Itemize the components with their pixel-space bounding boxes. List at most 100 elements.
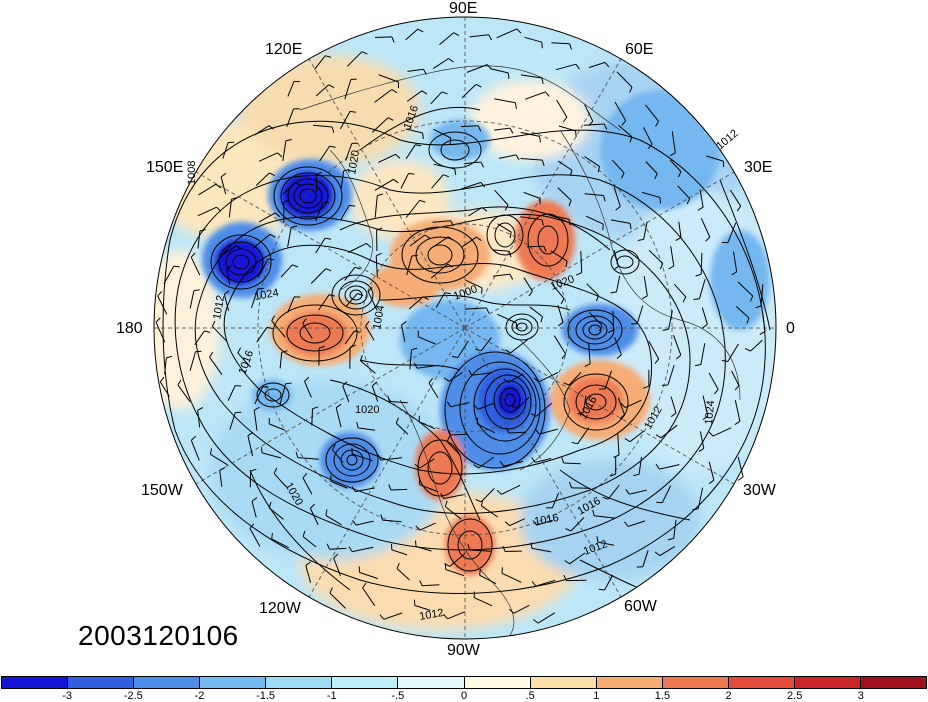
wind-barb	[582, 395, 587, 413]
wind-barb	[177, 384, 191, 403]
wind-barb-flag	[577, 412, 584, 415]
wind-barb-flag	[173, 265, 180, 268]
map-border	[153, 16, 777, 640]
wind-barb-flag	[575, 130, 577, 137]
wind-barb	[315, 174, 318, 193]
wind-barb-flag	[443, 614, 448, 620]
wind-barb-flag	[480, 182, 486, 188]
wind-barb	[737, 456, 744, 478]
wind-barb	[222, 142, 229, 159]
wind-barb	[253, 410, 258, 431]
date-stamp: 2003120106	[78, 620, 239, 651]
wind-barb	[642, 550, 649, 567]
wind-barb-flag	[302, 472, 308, 479]
wind-barb	[597, 541, 614, 546]
wind-barb-flag	[304, 376, 310, 382]
wind-barb-flag	[569, 482, 573, 489]
wind-barb	[550, 250, 568, 262]
wind-barb	[536, 519, 553, 526]
wind-barb	[489, 68, 509, 74]
wind-barb	[510, 339, 528, 354]
wind-barb	[478, 456, 494, 469]
wind-barb-flag	[193, 289, 200, 292]
wind-barb-flag	[545, 91, 550, 97]
colorbar-segment	[398, 677, 465, 688]
wind-barb-flag	[190, 252, 196, 258]
wind-barb-flag	[421, 90, 428, 95]
contour-label: 1024	[703, 400, 717, 425]
wind-barb	[734, 399, 741, 422]
wind-barb	[476, 423, 495, 434]
wind-barb-flag	[220, 172, 227, 178]
wind-barb-flag	[575, 64, 580, 70]
contour-label: 1012	[714, 127, 740, 152]
wind-barb-flag	[697, 206, 704, 211]
wind-barb-flag	[698, 447, 705, 453]
wind-barb	[643, 221, 648, 240]
wind-barb-flag	[643, 385, 649, 389]
wind-barb-flag	[454, 168, 457, 175]
wind-barb	[477, 402, 494, 410]
wind-barb-flag	[570, 169, 573, 176]
wind-barb	[523, 191, 541, 199]
wind-barb-flag	[319, 345, 325, 349]
wind-barb	[382, 519, 402, 523]
lon-label-120e: 120E	[265, 41, 303, 58]
wind-barb-flag	[395, 417, 399, 424]
wind-barb	[311, 408, 313, 426]
wind-barb	[329, 592, 346, 609]
wind-barb	[222, 245, 237, 255]
wind-barb-flag	[531, 457, 536, 463]
wind-barb	[304, 381, 312, 398]
wind-barb-flag	[271, 315, 276, 322]
wind-barb-flag	[499, 460, 505, 467]
wind-barb-flag	[375, 252, 382, 257]
wind-barb	[282, 182, 296, 195]
wind-barb	[568, 372, 582, 386]
wind-barb	[551, 42, 570, 45]
contour-label: 1008	[186, 161, 198, 185]
wind-barb-flag	[361, 51, 368, 55]
wind-barb	[419, 458, 435, 469]
wind-barb	[163, 265, 175, 284]
wind-barb	[584, 104, 594, 122]
wind-barb	[443, 494, 464, 499]
wind-barb-flag	[249, 523, 255, 529]
lon-label-90w: 90W	[447, 642, 480, 659]
wind-barb-flag	[655, 434, 662, 439]
graticule	[154, 17, 776, 639]
wind-barb	[347, 242, 367, 253]
colorbar-tick-label: -.5	[391, 690, 405, 702]
wind-barb-flag	[380, 514, 383, 521]
wind-barb-flag	[734, 420, 741, 426]
wind-barb	[671, 131, 676, 153]
wind-barb	[189, 351, 196, 371]
wind-barb	[580, 250, 583, 273]
wind-barb	[670, 396, 677, 414]
wind-barb	[355, 487, 375, 493]
wind-barb	[553, 335, 567, 355]
wind-barb	[333, 557, 341, 576]
lon-label-60e: 60E	[625, 41, 654, 58]
wind-barb-flag	[633, 473, 640, 477]
wind-barb	[155, 321, 166, 343]
wind-barb	[465, 279, 483, 289]
wind-barb-flag	[561, 353, 566, 360]
wind-barb-flag	[615, 206, 621, 211]
wind-barb	[390, 488, 408, 491]
wind-barb	[702, 395, 709, 417]
wind-barb-flag	[541, 77, 544, 85]
wind-barb-flag	[598, 588, 605, 591]
wind-barb-flag	[441, 91, 448, 95]
wind-barb	[648, 249, 664, 264]
wind-barb	[374, 36, 392, 38]
wind-barb	[279, 383, 287, 404]
wind-barb	[497, 313, 517, 324]
wind-barb	[673, 335, 682, 356]
wind-barb	[673, 283, 687, 298]
wind-barb	[501, 572, 522, 583]
wind-barb-flag	[608, 329, 614, 333]
wind-barb	[537, 612, 556, 624]
wind-barb-flag	[362, 582, 367, 589]
